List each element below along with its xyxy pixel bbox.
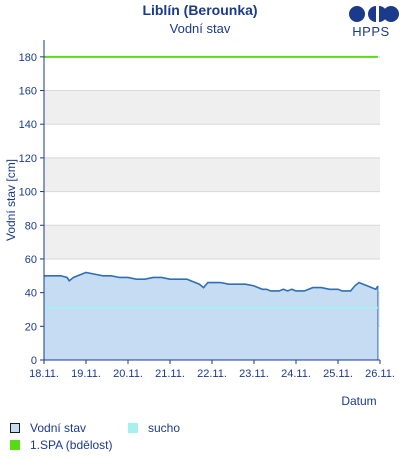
legend-label-spa1: 1.SPA (bdělost) <box>30 438 113 452</box>
legend-swatch-water-level <box>10 423 20 433</box>
chart-title: Liblín (Berounka) <box>142 2 258 18</box>
y-tick-label: 80 <box>25 220 37 232</box>
x-tick-label: 25.11. <box>323 368 353 380</box>
grid-band <box>44 90 380 125</box>
x-tick-label: 24.11. <box>281 368 311 380</box>
chart-subtitle: Vodní stav <box>169 21 231 36</box>
x-tick-label: 21.11. <box>155 368 185 380</box>
legend-item-water-level: Vodní stav <box>10 421 86 435</box>
legend-swatch-drought <box>128 423 138 433</box>
y-tick-label: 180 <box>19 52 37 64</box>
x-tick-label: 19.11. <box>71 368 101 380</box>
y-tick-label: 0 <box>31 355 37 367</box>
hpps-logo-icon <box>349 6 399 22</box>
legend: Vodní stav sucho 1.SPA (bdělost) <box>0 418 400 458</box>
water-level-area <box>44 272 378 360</box>
grid-band <box>44 225 380 259</box>
y-tick-label: 160 <box>19 86 37 98</box>
x-tick-label: 26.11. <box>365 368 395 380</box>
logo-text: HPPS <box>352 24 390 39</box>
y-tick-label: 100 <box>19 187 37 199</box>
legend-swatch-spa1 <box>10 440 20 450</box>
legend-label-water-level: Vodní stav <box>30 421 87 435</box>
y-tick-label: 120 <box>19 153 37 165</box>
x-tick-label: 18.11. <box>29 368 59 380</box>
y-tick-label: 140 <box>19 119 37 131</box>
x-axis-label: Datum <box>341 394 376 408</box>
x-tick-label: 22.11. <box>197 368 227 380</box>
y-tick-label: 60 <box>25 254 37 266</box>
legend-label-drought: sucho <box>148 421 181 435</box>
y-tick-label: 20 <box>25 321 37 333</box>
y-axis-label: Vodní stav [cm] <box>4 159 18 241</box>
x-tick-label: 23.11. <box>239 368 269 380</box>
hpps-logo: HPPS <box>346 4 400 44</box>
legend-item-spa1: 1.SPA (bdělost) <box>10 438 113 452</box>
legend-item-drought: sucho <box>128 421 180 435</box>
y-tick-label: 40 <box>25 288 37 300</box>
water-level-chart: 0 20 40 60 80 100 120 140 160 180 18.11. 19.11. 20.1… <box>4 40 395 408</box>
grid-band <box>44 157 380 192</box>
x-tick-label: 20.11. <box>113 368 143 380</box>
water-level-line <box>44 271 379 292</box>
